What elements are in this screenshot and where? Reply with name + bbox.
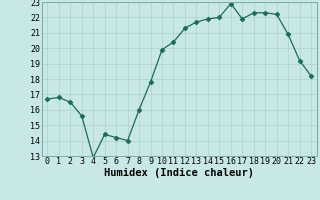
X-axis label: Humidex (Indice chaleur): Humidex (Indice chaleur) bbox=[104, 168, 254, 178]
